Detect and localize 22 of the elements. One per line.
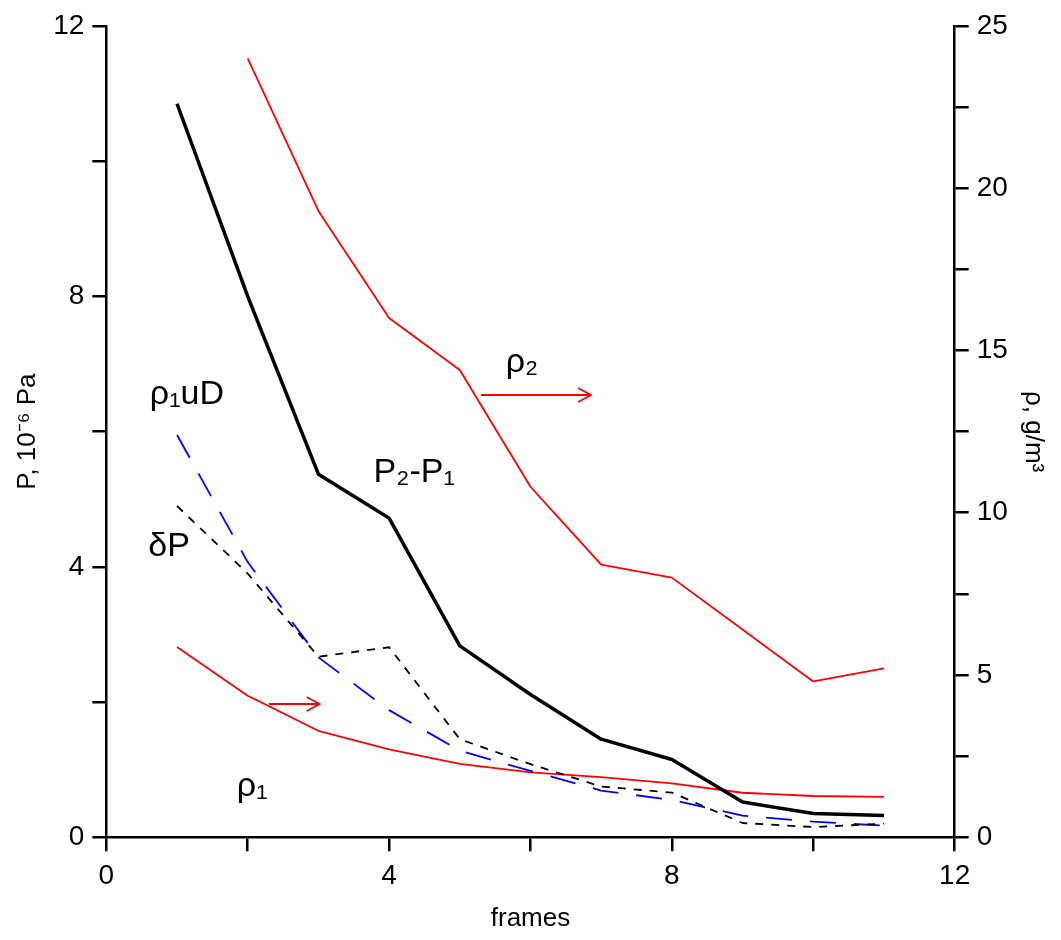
y-tick-label: 12 [53, 8, 85, 40]
x-tick-label: 4 [381, 858, 397, 890]
x-axis-title: frames [490, 901, 571, 932]
y2-tick-label: 20 [976, 170, 1008, 202]
x-tick-label: 12 [939, 858, 971, 890]
series-label: P₂-P₁ [373, 450, 455, 489]
y-tick-label: 8 [68, 279, 85, 311]
y2-tick-label: 0 [976, 819, 993, 851]
series-label: ρ₁ [236, 765, 268, 804]
series-label: δP [148, 525, 190, 564]
y2-axis-title: ρ, g/m³ [1020, 390, 1051, 473]
series-label: ρ₂ [505, 341, 539, 380]
y2-tick-label: 5 [976, 657, 993, 689]
series-label: ρ₁uD [149, 373, 225, 412]
y-tick-label: 4 [68, 549, 85, 581]
x-tick-label: 0 [98, 858, 115, 890]
y2-tick-label: 15 [976, 333, 1008, 365]
x-tick-label: 8 [664, 858, 680, 890]
y2-tick-label: 10 [976, 495, 1008, 527]
y-tick-label: 0 [68, 819, 85, 851]
y2-tick-label: 25 [976, 8, 1008, 40]
y-axis-title: P, 10⁻⁶ Pa [10, 373, 41, 490]
